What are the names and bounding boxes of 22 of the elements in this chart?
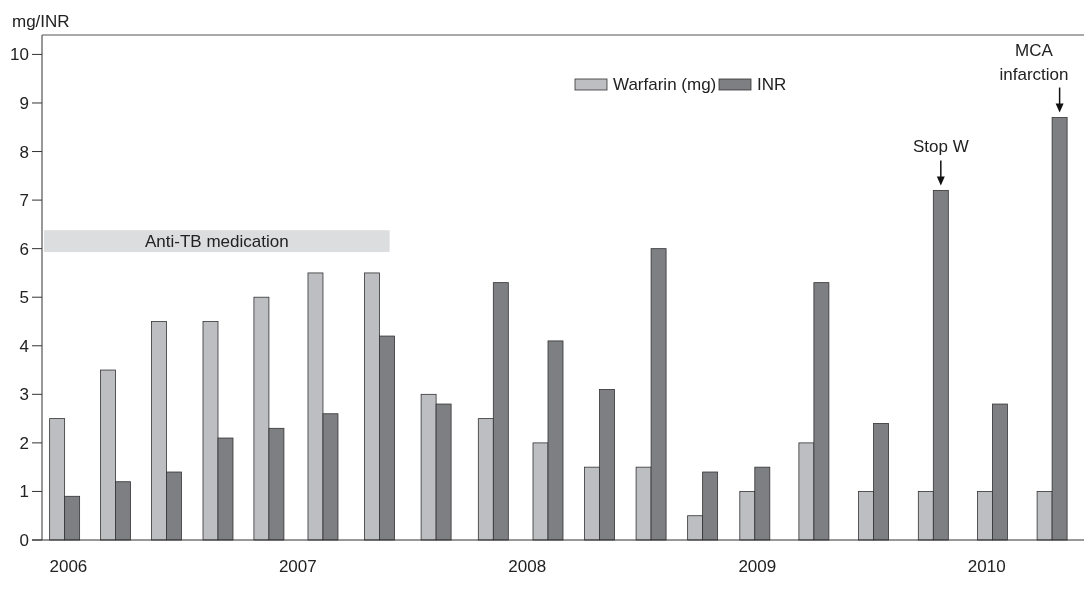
y-tick-label: 1 (19, 482, 29, 502)
x-tick-label: 2008 (508, 557, 547, 576)
y-tick-label: 5 (19, 288, 29, 308)
y-tick-label: 2 (19, 433, 29, 453)
y-tick-label: 3 (19, 385, 29, 405)
band-label: Anti-TB medication (144, 232, 289, 252)
legend-label: INR (757, 75, 787, 94)
x-tick-label: 2006 (49, 557, 88, 576)
annotation: Stop W (912, 137, 969, 157)
y-tick-label: 6 (19, 239, 29, 259)
y-tick-label: 7 (19, 191, 29, 211)
y-tick-label: 4 (19, 336, 29, 356)
y-tick-label: 0 (19, 531, 29, 550)
annotation: MCA infarction (999, 40, 1069, 84)
y-tick-label: 9 (19, 93, 29, 113)
y-tick-label: 10 (10, 45, 29, 65)
x-tick-label: 2009 (738, 557, 777, 576)
x-tick-label: 2007 (278, 557, 317, 576)
x-tick-label: 2010 (967, 557, 1006, 576)
legend-label: Warfarin (mg) (613, 75, 717, 94)
y-tick-label: 8 (19, 142, 29, 162)
y-axis-title: mg/INR (12, 12, 70, 31)
